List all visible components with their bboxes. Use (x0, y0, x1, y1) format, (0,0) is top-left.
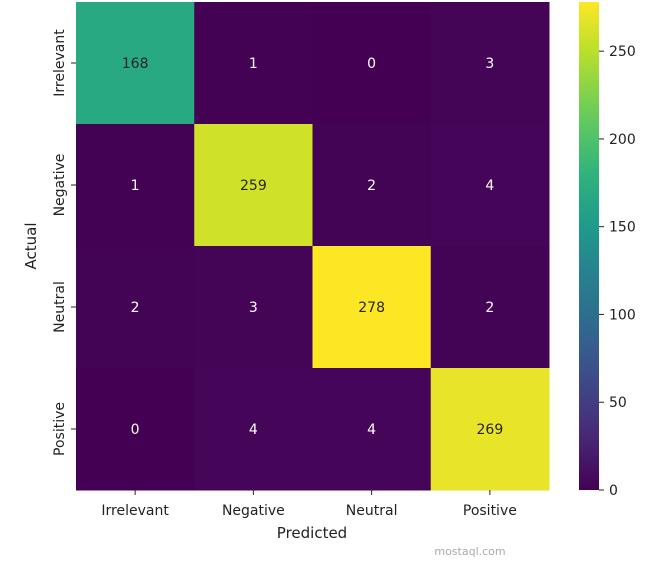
x-tick-label: Positive (463, 503, 517, 519)
heatmap-cell (312, 246, 432, 369)
cell-value-label: 4 (485, 178, 494, 194)
colorbar-tick-label: 200 (609, 132, 636, 148)
colorbar-tick-label: 150 (609, 220, 636, 236)
cell-value-label: 3 (249, 300, 258, 316)
heatmap-cell (76, 2, 195, 125)
cell-value-label: 259 (240, 178, 267, 194)
cell-value-label: 168 (122, 56, 149, 72)
heatmap-cell (76, 124, 195, 247)
y-tick-label: Neutral (52, 281, 68, 333)
x-tick-label: Neutral (346, 503, 398, 519)
heatmap-cell (76, 246, 195, 369)
heatmap-cell (430, 2, 550, 125)
colorbar-ticks: 0 50 100 150 200 250 (599, 44, 636, 499)
colorbar-tick-label: 250 (609, 44, 636, 60)
cell-value-label: 0 (367, 56, 376, 72)
heatmap-cell (312, 2, 432, 125)
heatmap-cell (430, 246, 550, 369)
cell-value-label: 2 (485, 300, 494, 316)
cell-value-label: 2 (131, 300, 140, 316)
heatmap-cells: 168 1 0 3 1 259 2 4 2 3 278 2 0 4 4 269 (76, 2, 550, 491)
colorbar-tick-label: 0 (609, 483, 618, 499)
colorbar-tick-label: 100 (609, 307, 636, 323)
heatmap-cell (194, 246, 313, 369)
y-tick-label: Negative (52, 154, 68, 217)
y-axis-label: Actual (22, 223, 40, 270)
heatmap-cell (312, 124, 432, 247)
cell-value-label: 4 (249, 422, 258, 438)
heatmap-cell (194, 368, 313, 491)
y-axis-ticks: Irrelevant Negative Neutral Positive (52, 29, 76, 456)
x-tick-label: Negative (222, 503, 285, 519)
heatmap-cell (312, 368, 432, 491)
colorbar (579, 2, 599, 490)
x-axis-ticks: Irrelevant Negative Neutral Positive (101, 490, 517, 519)
heatmap-cell (194, 124, 313, 247)
cell-value-label: 3 (485, 56, 494, 72)
cell-value-label: 269 (477, 422, 504, 438)
cell-value-label: 278 (358, 300, 385, 316)
heatmap-cell (430, 368, 550, 491)
cell-value-label: 1 (249, 56, 258, 72)
y-tick-label: Irrelevant (52, 29, 68, 97)
y-tick-label: Positive (52, 402, 68, 456)
watermark: mostaql.com (434, 545, 505, 558)
x-axis-label: Predicted (277, 524, 347, 542)
cell-value-label: 4 (367, 422, 376, 438)
heatmap-cell (194, 2, 313, 125)
heatmap-cell (430, 124, 550, 247)
cell-value-label: 0 (131, 422, 140, 438)
cell-value-label: 2 (367, 178, 376, 194)
x-tick-label: Irrelevant (101, 503, 169, 519)
heatmap-cell (76, 368, 195, 491)
cell-value-label: 1 (131, 178, 140, 194)
colorbar-tick-label: 50 (609, 395, 627, 411)
